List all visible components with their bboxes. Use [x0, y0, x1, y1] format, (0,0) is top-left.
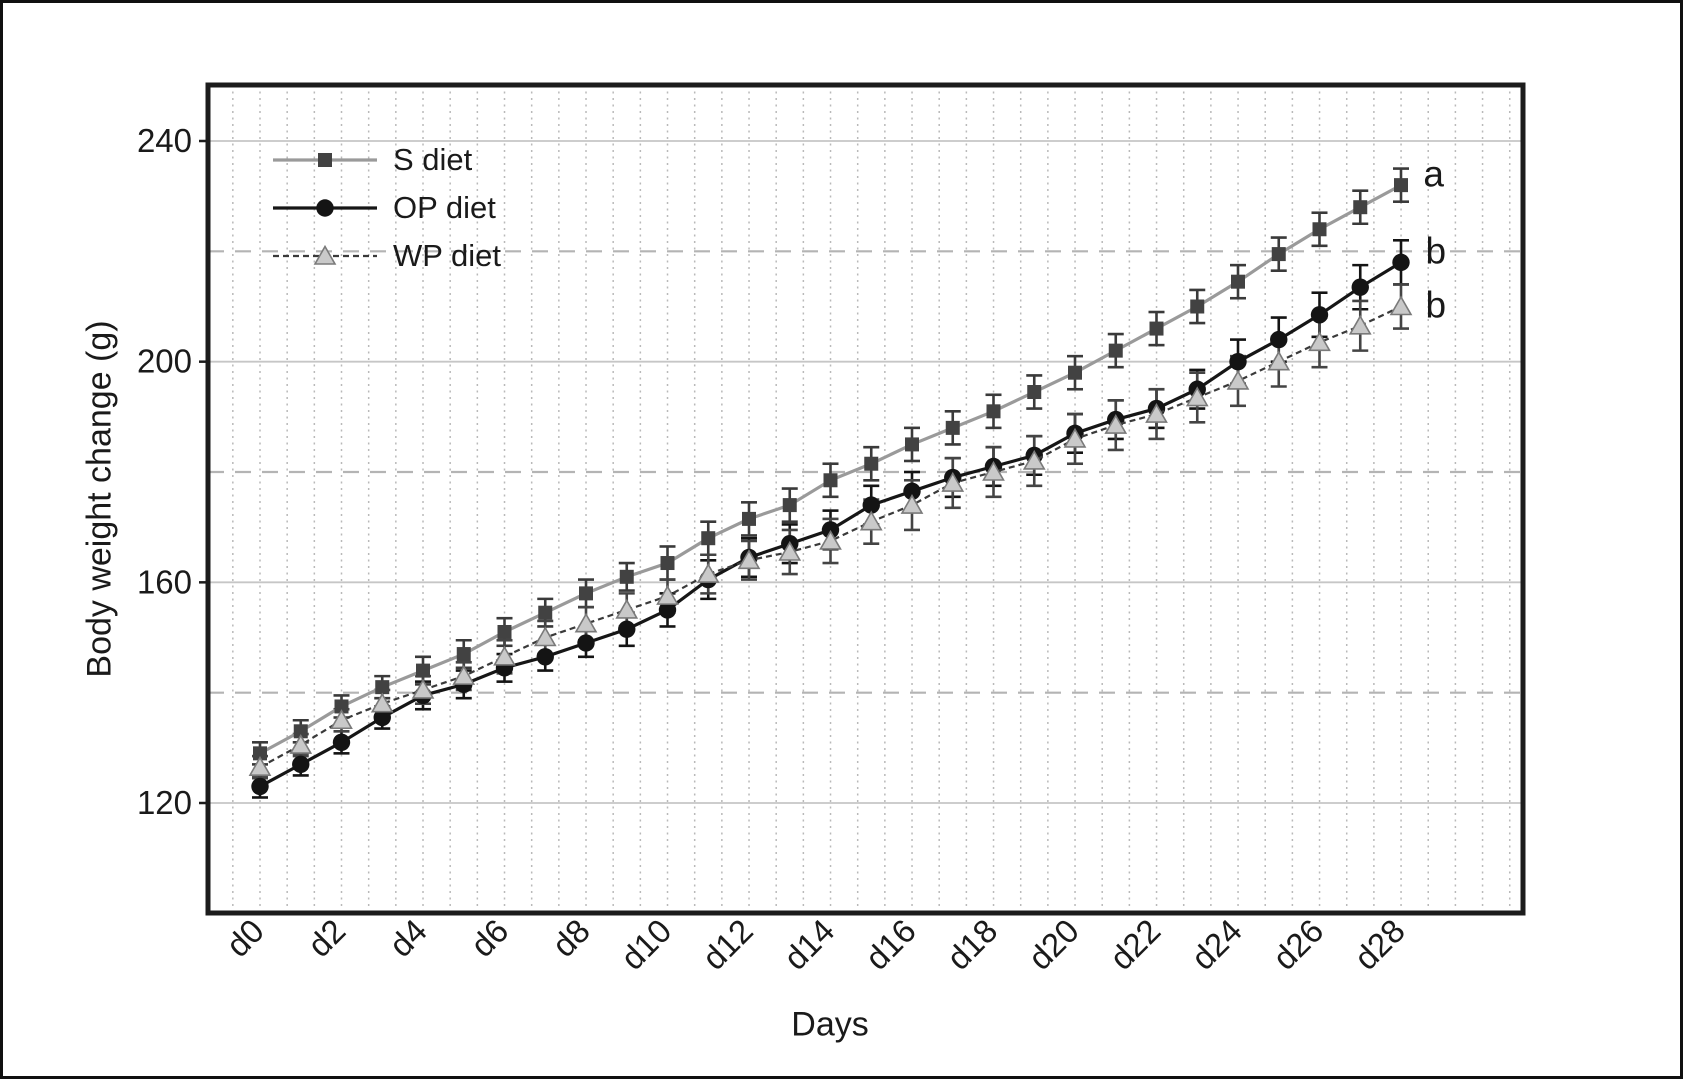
svg-text:120: 120 — [137, 784, 192, 821]
legend-item-wp-diet: WP diet — [271, 232, 501, 280]
svg-text:d10: d10 — [613, 912, 678, 977]
svg-text:d16: d16 — [858, 912, 923, 977]
svg-text:d12: d12 — [695, 912, 760, 977]
svg-text:d24: d24 — [1184, 912, 1249, 977]
svg-text:d14: d14 — [776, 912, 841, 977]
svg-text:200: 200 — [137, 343, 192, 380]
legend-label: WP diet — [393, 238, 501, 273]
svg-text:d0: d0 — [219, 912, 271, 964]
svg-text:160: 160 — [137, 563, 192, 600]
y-axis-title: Body weight change (g) — [80, 320, 119, 678]
op-diet-line-marker-icon — [271, 193, 379, 223]
svg-text:d2: d2 — [300, 912, 352, 964]
svg-text:d6: d6 — [463, 912, 515, 964]
sig-letter-b2: b — [1425, 284, 1447, 326]
sig-letter-a: a — [1423, 153, 1444, 195]
svg-text:d28: d28 — [1347, 912, 1412, 977]
legend-label: OP diet — [393, 190, 496, 225]
svg-text:d8: d8 — [545, 912, 597, 964]
legend-label: S diet — [393, 142, 473, 177]
chart-plot-area: 240 200 160 120 d0 d2 d4 d6 d8 d10 d12 d14 d16 d18 d20… — [137, 82, 1526, 977]
svg-text:d22: d22 — [1102, 912, 1167, 977]
svg-text:d26: d26 — [1265, 912, 1330, 977]
legend-item-s-diet: S diet — [271, 136, 501, 184]
sig-letter-b1: b — [1425, 230, 1447, 272]
legend-item-op-diet: OP diet — [271, 184, 501, 232]
svg-text:240: 240 — [137, 122, 192, 159]
x-axis-title: Days — [791, 1005, 869, 1044]
wp-diet-line-marker-icon — [271, 241, 379, 271]
svg-text:d18: d18 — [939, 912, 1004, 977]
svg-text:d4: d4 — [382, 912, 434, 964]
legend: S diet OP diet WP diet — [271, 136, 501, 280]
s-diet-line-marker-icon — [271, 145, 379, 175]
svg-text:d20: d20 — [1021, 912, 1086, 977]
